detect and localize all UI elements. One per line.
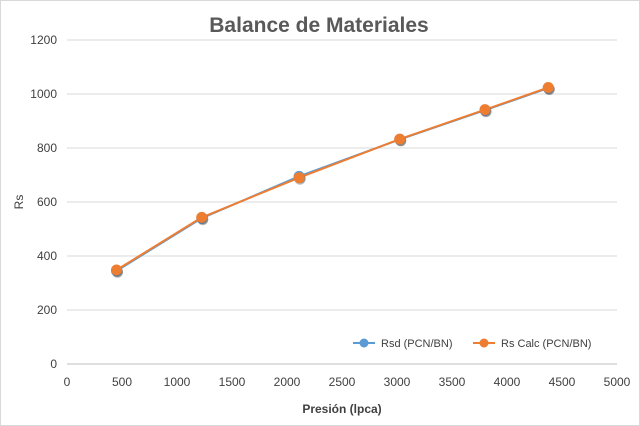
x-tick-label: 5000 — [604, 375, 631, 389]
y-tick-label: 400 — [37, 249, 57, 263]
x-tick-label: 2000 — [274, 375, 301, 389]
plot-series — [111, 82, 555, 278]
data-point — [394, 133, 406, 145]
y-tick-label: 600 — [37, 195, 57, 209]
x-tick-label: 4500 — [549, 375, 576, 389]
y-tick-label: 1000 — [30, 87, 57, 101]
series-line-2 — [115, 86, 549, 271]
legend-marker — [359, 338, 369, 348]
x-tick-label: 2500 — [329, 375, 356, 389]
y-tick-label: 800 — [37, 141, 57, 155]
data-point — [196, 211, 208, 223]
data-point — [111, 264, 122, 276]
y-axis-title: Rs — [12, 195, 26, 210]
legend-label: Rsd (PCN/BN) — [381, 338, 453, 350]
gridlines — [67, 39, 617, 311]
x-tick-label: 4000 — [494, 375, 521, 389]
x-tick-labels: 0 500 1000 1500 2000 2500 3000 3500 4000 4500 5000 — [64, 375, 631, 389]
x-tick-label: 3500 — [439, 375, 466, 389]
legend-marker — [479, 338, 489, 348]
x-tick-label: 1000 — [164, 375, 191, 389]
data-point — [542, 82, 554, 94]
data-point — [293, 172, 305, 184]
y-tick-label: 200 — [37, 303, 57, 317]
x-tick-label: 500 — [112, 375, 132, 389]
x-axis-title: Presión (lpca) — [302, 402, 381, 416]
legend: Rsd (PCN/BN) Rs Calc (PCN/BN) — [353, 338, 591, 350]
x-tick-label: 1500 — [219, 375, 246, 389]
chart-title: Balance de Materiales — [209, 14, 428, 37]
y-tick-label: 1200 — [30, 33, 57, 47]
y-tick-labels: 0 200 400 600 800 1000 1200 — [30, 33, 57, 371]
y-tick-label: 0 — [50, 357, 57, 371]
legend-label: Rs Calc (PCN/BN) — [501, 338, 591, 350]
x-tick-label: 3000 — [384, 375, 411, 389]
x-tick-label: 0 — [64, 375, 71, 389]
data-point — [479, 104, 491, 116]
